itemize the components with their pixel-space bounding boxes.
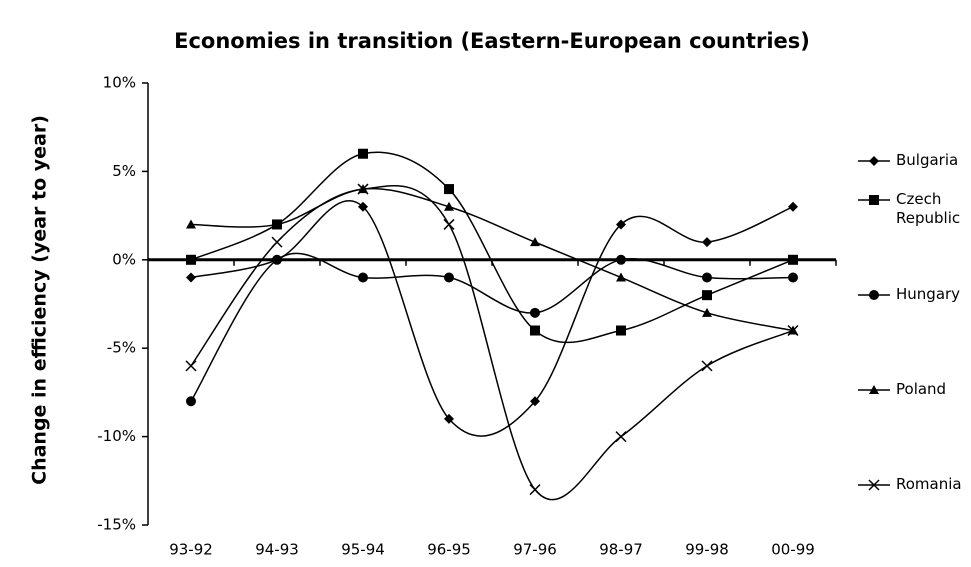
marker [272, 219, 282, 229]
marker [444, 184, 454, 195]
legend-label: Hungary [896, 285, 961, 303]
marker [186, 254, 196, 265]
marker [186, 272, 196, 283]
x-tick-label: 96-95 [427, 541, 471, 559]
marker [869, 195, 879, 205]
y-tick-label: -10% [97, 427, 136, 445]
marker [444, 413, 454, 424]
marker [869, 156, 879, 166]
y-tick-label: 5% [112, 162, 136, 180]
marker [358, 148, 368, 159]
marker [185, 360, 197, 372]
chart-title: Economies in transition (Eastern-Europea… [174, 29, 810, 53]
marker [616, 325, 626, 336]
legend-label: Romania [896, 475, 962, 493]
marker [616, 254, 626, 265]
marker [615, 431, 627, 443]
y-tick-label: -15% [97, 516, 136, 534]
marker [529, 484, 541, 496]
legend-label: Czech Republic [896, 190, 961, 227]
marker [357, 183, 369, 195]
y-tick-label: 0% [112, 250, 136, 268]
marker [702, 290, 712, 301]
series-line [190, 185, 794, 501]
legend-label: Bulgaria [896, 151, 959, 169]
x-tick-label: 94-93 [255, 541, 299, 559]
marker [788, 254, 798, 265]
x-tick-label: 98-97 [599, 541, 643, 559]
marker [616, 219, 626, 230]
marker [186, 219, 196, 229]
marker [444, 201, 454, 211]
y-tick-label: -5% [107, 339, 136, 357]
x-tick-label: 00-99 [771, 541, 815, 559]
marker [788, 272, 798, 283]
marker [869, 290, 879, 300]
marker [358, 272, 368, 283]
y-axis-label: Change in efficiency (year to year) [29, 115, 51, 485]
marker [271, 236, 283, 248]
marker [787, 324, 799, 337]
marker [701, 360, 713, 372]
marker [616, 272, 626, 282]
marker [530, 325, 540, 336]
marker [530, 237, 540, 247]
marker [443, 218, 455, 230]
y-tick-label: 10% [103, 74, 136, 92]
marker [444, 272, 454, 283]
x-tick-label: 99-98 [685, 541, 729, 559]
series-line [190, 199, 794, 437]
x-tick-label: 95-94 [341, 541, 385, 559]
marker [702, 307, 712, 317]
x-tick-label: 93-92 [169, 541, 213, 559]
marker [869, 385, 879, 394]
legend-label: Poland [896, 380, 947, 398]
x-tick-label: 97-96 [513, 541, 557, 559]
marker [272, 254, 282, 265]
marker [186, 396, 196, 407]
marker [788, 201, 798, 212]
series-line [190, 151, 794, 344]
marker [530, 307, 540, 318]
marker [868, 479, 880, 491]
series-line [190, 187, 794, 332]
marker [702, 272, 712, 283]
marker [530, 396, 540, 407]
marker [358, 201, 368, 212]
marker [702, 237, 712, 248]
